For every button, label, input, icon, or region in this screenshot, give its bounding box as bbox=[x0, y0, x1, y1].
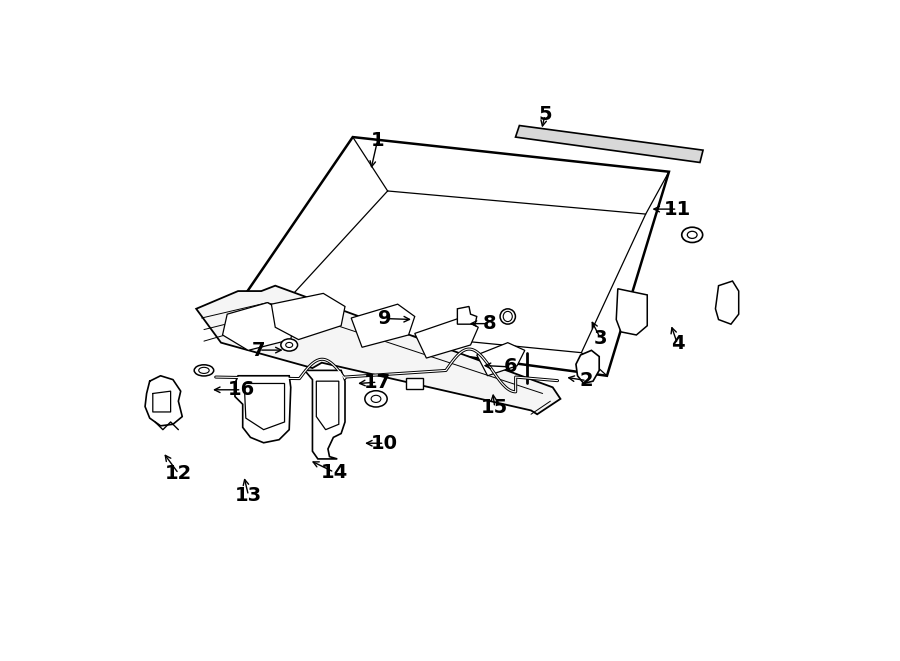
Polygon shape bbox=[415, 318, 478, 358]
Text: 10: 10 bbox=[371, 434, 398, 453]
Text: 3: 3 bbox=[594, 329, 608, 348]
Text: 9: 9 bbox=[378, 309, 392, 328]
Text: 16: 16 bbox=[228, 380, 256, 399]
Ellipse shape bbox=[503, 311, 512, 321]
Polygon shape bbox=[407, 378, 423, 389]
Circle shape bbox=[371, 395, 381, 403]
Polygon shape bbox=[477, 342, 525, 375]
Polygon shape bbox=[244, 383, 284, 430]
Text: 7: 7 bbox=[252, 340, 266, 360]
Polygon shape bbox=[272, 293, 345, 340]
Polygon shape bbox=[576, 350, 599, 383]
Polygon shape bbox=[716, 281, 739, 324]
Circle shape bbox=[364, 391, 387, 407]
Circle shape bbox=[688, 231, 698, 239]
Text: 14: 14 bbox=[320, 463, 348, 482]
Text: 17: 17 bbox=[364, 373, 392, 392]
Ellipse shape bbox=[199, 368, 209, 373]
Text: 4: 4 bbox=[670, 334, 684, 354]
Polygon shape bbox=[616, 289, 647, 335]
Text: 8: 8 bbox=[482, 314, 496, 333]
Polygon shape bbox=[235, 375, 291, 443]
Text: 2: 2 bbox=[580, 371, 594, 390]
Polygon shape bbox=[351, 304, 415, 347]
Circle shape bbox=[681, 227, 703, 243]
Text: 5: 5 bbox=[538, 106, 552, 124]
Text: 13: 13 bbox=[235, 486, 262, 505]
Text: 6: 6 bbox=[503, 358, 517, 376]
Text: 12: 12 bbox=[165, 464, 193, 483]
Ellipse shape bbox=[194, 365, 213, 376]
Polygon shape bbox=[316, 381, 338, 430]
Polygon shape bbox=[222, 303, 294, 350]
Polygon shape bbox=[516, 126, 703, 163]
Ellipse shape bbox=[500, 309, 516, 324]
Polygon shape bbox=[196, 286, 561, 414]
Polygon shape bbox=[305, 370, 345, 459]
Circle shape bbox=[281, 339, 298, 351]
Text: 15: 15 bbox=[482, 398, 508, 417]
Text: 1: 1 bbox=[371, 131, 384, 150]
Polygon shape bbox=[457, 307, 477, 324]
Polygon shape bbox=[225, 137, 669, 375]
Text: 11: 11 bbox=[664, 200, 691, 219]
Circle shape bbox=[285, 342, 292, 348]
